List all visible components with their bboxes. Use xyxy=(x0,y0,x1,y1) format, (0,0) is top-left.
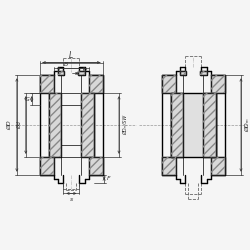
Polygon shape xyxy=(170,93,183,157)
Text: ØDₘ/SW: ØDₘ/SW xyxy=(123,115,128,135)
Polygon shape xyxy=(162,157,175,174)
Polygon shape xyxy=(211,76,225,93)
Polygon shape xyxy=(203,93,216,157)
Polygon shape xyxy=(58,72,64,76)
Polygon shape xyxy=(170,93,216,157)
Text: ØDₘ: ØDₘ xyxy=(245,118,250,132)
Polygon shape xyxy=(78,72,85,76)
Polygon shape xyxy=(48,93,62,157)
Polygon shape xyxy=(40,76,54,93)
Text: F: F xyxy=(107,176,111,181)
Text: s: s xyxy=(70,198,73,202)
Text: Ød: Ød xyxy=(17,121,22,129)
Text: B: B xyxy=(64,62,68,67)
Polygon shape xyxy=(200,72,207,76)
Polygon shape xyxy=(40,157,54,174)
Polygon shape xyxy=(211,157,225,174)
Text: b: b xyxy=(82,68,86,72)
Polygon shape xyxy=(89,157,103,174)
Polygon shape xyxy=(162,76,175,93)
Polygon shape xyxy=(89,76,103,93)
Polygon shape xyxy=(81,93,94,157)
Text: ØD: ØD xyxy=(8,120,12,130)
Text: L: L xyxy=(69,50,73,59)
Text: G: G xyxy=(24,97,29,102)
Polygon shape xyxy=(180,72,186,76)
